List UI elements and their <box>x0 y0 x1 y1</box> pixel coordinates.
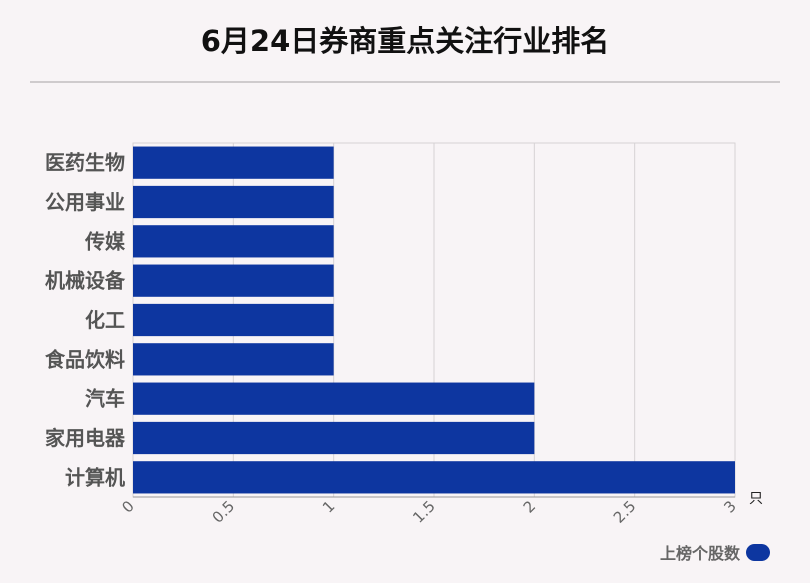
category-label: 医药生物 <box>45 151 125 175</box>
title-divider <box>30 81 780 83</box>
bar <box>133 303 334 337</box>
category-label: 汽车 <box>85 387 125 411</box>
bar <box>133 461 735 494</box>
x-tick-label: 3 <box>720 497 739 516</box>
bar <box>133 185 334 219</box>
bar <box>133 421 535 455</box>
bar <box>133 343 334 376</box>
legend[interactable]: 上榜个股数 <box>660 540 770 564</box>
x-tick-label: 2 <box>520 497 539 516</box>
bar <box>133 382 535 415</box>
bar <box>133 264 334 297</box>
category-label: 传媒 <box>84 229 126 253</box>
category-label: 化工 <box>85 308 125 332</box>
legend-label: 上榜个股数 <box>659 544 740 563</box>
bar <box>133 225 334 258</box>
x-tick-label: 0 <box>118 497 137 516</box>
x-tick-label: 2.5 <box>610 497 640 527</box>
x-tick-label: 1 <box>319 497 338 516</box>
category-label: 机械设备 <box>45 269 126 293</box>
category-label: 计算机 <box>65 465 125 489</box>
x-tick-label: 1.5 <box>409 497 439 527</box>
unit-label: 只 <box>749 491 763 507</box>
chart-title: 6月24日券商重点关注行业排名 <box>200 24 610 58</box>
legend-swatch <box>746 543 770 561</box>
category-label: 家用电器 <box>45 426 126 450</box>
x-tick-label: 0.5 <box>209 497 239 527</box>
category-label: 食品饮料 <box>45 347 125 371</box>
bar <box>133 146 334 179</box>
category-label: 公用事业 <box>45 190 125 214</box>
